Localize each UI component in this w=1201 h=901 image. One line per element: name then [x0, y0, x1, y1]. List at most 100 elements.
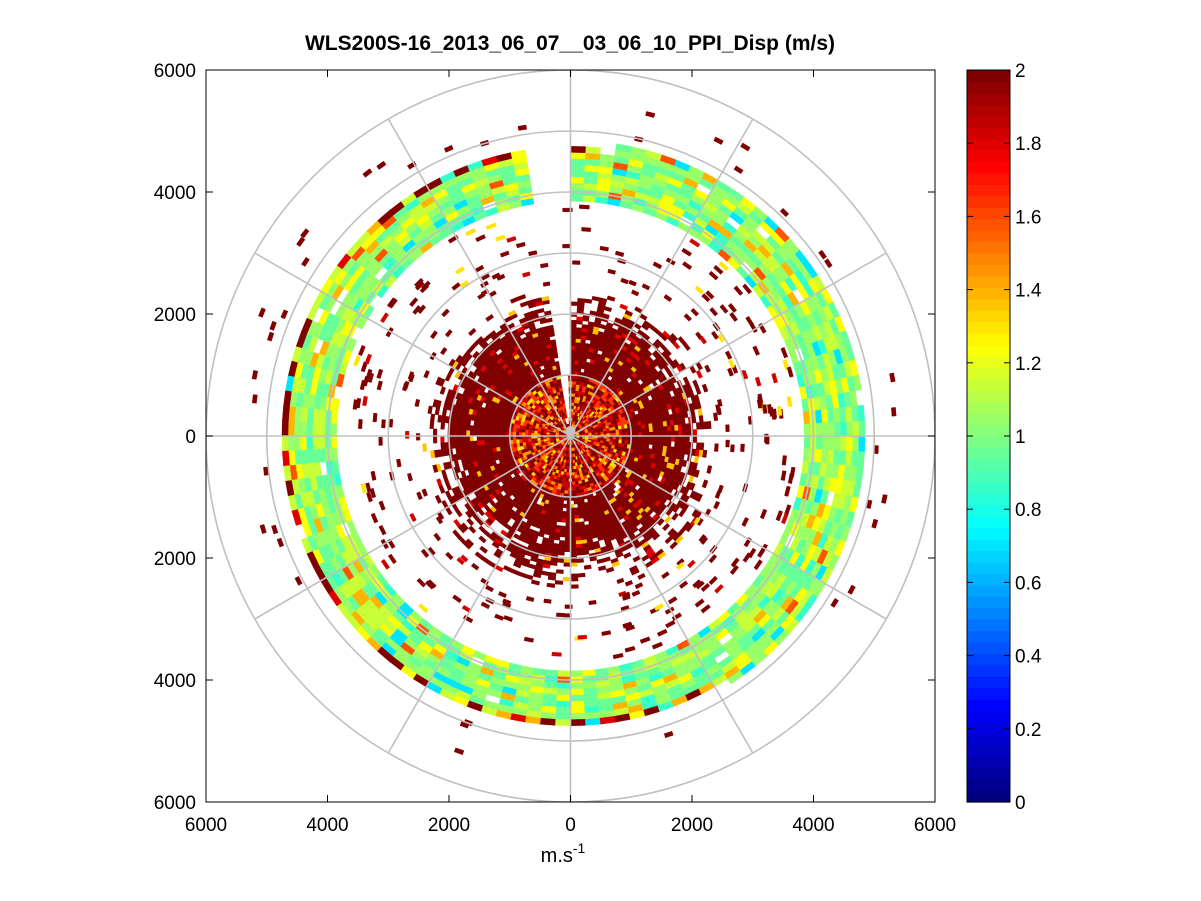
field-cell-747: [530, 430, 535, 434]
field-cell-3706: [771, 372, 778, 384]
field-cell-4146: [570, 682, 584, 690]
field-cell-2201: [656, 426, 661, 432]
field-cell-2645: [666, 440, 672, 447]
field-cell-3776: [523, 636, 534, 643]
field-cell-3494: [429, 420, 435, 430]
field-cell-3582: [624, 580, 634, 587]
field-cell-3836: [396, 458, 402, 468]
field-cell-3471: [611, 561, 620, 568]
field-cell-2367: [476, 440, 482, 447]
field-cell-3072: [681, 435, 687, 443]
field-cell-3295: [557, 558, 565, 563]
field-cell-3615: [414, 277, 424, 288]
field-cell-3258: [589, 310, 598, 316]
field-cell-3748: [733, 285, 744, 296]
field-cell-4263: [570, 688, 585, 696]
field-cell-4436: [570, 164, 585, 172]
field-cell-3683: [775, 510, 783, 522]
field-cell-2918: [458, 429, 463, 437]
field-cell-3695: [676, 558, 685, 567]
field-cell-2451: [575, 338, 581, 343]
field-cell-3618: [781, 455, 787, 466]
field-cell-3761: [495, 234, 506, 242]
field-cell-2453: [550, 339, 557, 345]
field-cell-4941: [830, 598, 839, 608]
field-cell-3865: [582, 195, 596, 203]
field-cell-4933: [881, 494, 888, 504]
field-cell-2393: [560, 525, 567, 531]
field-cell-4833: [555, 719, 571, 727]
field-cell-3679: [687, 559, 696, 569]
field-cell-4929: [818, 249, 827, 260]
field-cell-4290: [820, 448, 829, 464]
field-cell-3813: [729, 312, 738, 322]
field-cell-3787: [756, 399, 763, 409]
field-cell-4090: [570, 182, 584, 190]
field-cell-3729: [694, 285, 704, 295]
field-cell-3489: [519, 301, 529, 308]
field-cell-3434: [692, 379, 699, 389]
field-cell-3241: [692, 429, 698, 437]
field-cell-1551: [576, 367, 582, 373]
field-cell-3483: [619, 303, 629, 311]
field-cell-2870: [678, 429, 683, 437]
grid-spoke-330: [570, 435, 887, 620]
field-cell-4912: [847, 584, 856, 595]
field-cell-770: [566, 472, 570, 476]
field-cell-3495: [430, 450, 436, 459]
field-cell-3784: [456, 557, 465, 566]
field-cell-2115: [574, 349, 580, 354]
field-cell-3613: [694, 598, 705, 608]
field-cell-3589: [414, 280, 425, 291]
field-cell-4292: [828, 421, 836, 437]
field-cell-1581: [502, 439, 507, 444]
field-cell-3451: [439, 386, 446, 395]
field-cell-3505: [570, 573, 579, 578]
field-cell-2476: [473, 420, 479, 427]
field-cell-3528: [562, 577, 571, 582]
field-cell-4409: [834, 421, 842, 437]
field-cell-3666: [451, 282, 461, 291]
field-cell-3535: [701, 479, 709, 489]
field-cell-3297: [570, 558, 578, 564]
field-cell-4518: [834, 435, 842, 451]
field-cell-3628: [727, 367, 734, 377]
field-cell-4805: [281, 435, 289, 452]
field-cell-1716: [562, 503, 568, 509]
field-cell-3722: [689, 238, 701, 248]
x-tick-label: 6000: [914, 815, 956, 836]
field-cell-1526: [634, 428, 639, 433]
field-cell-3838: [802, 410, 811, 424]
field-cell-4865: [857, 404, 865, 422]
field-cell-3747: [730, 444, 735, 453]
field-cell-4576: [293, 435, 301, 451]
field-cell-2423: [659, 440, 665, 447]
field-cell-2477: [473, 425, 478, 432]
field-cell-2336: [584, 342, 591, 348]
field-cell-1802: [495, 439, 500, 445]
field-cell-3711: [543, 598, 552, 604]
field-cell-3048: [576, 547, 583, 552]
field-cell-2648: [670, 424, 676, 431]
field-cell-3820: [661, 571, 670, 579]
field-cell-4491: [570, 700, 585, 708]
field-cell-727: [571, 396, 575, 400]
field-cell-2056: [561, 514, 567, 520]
field-cell-3891: [330, 435, 338, 449]
field-cell-3713: [441, 308, 450, 318]
field-cell-4719: [570, 712, 586, 720]
field-cell-4548: [570, 158, 586, 166]
field-cell-4920: [280, 309, 289, 320]
field-cell-4748: [846, 435, 854, 452]
field-cell-2535: [663, 440, 668, 447]
x-axis-ticks: 6000 4000 2000 0 2000 4000 6000: [185, 70, 956, 836]
field-cell-3024: [454, 435, 460, 443]
field-cell-3647: [376, 368, 384, 379]
field-cell-4776: [585, 146, 601, 155]
field-cell-2396: [574, 525, 581, 531]
field-cell-3621: [528, 250, 538, 257]
field-cell-3567: [530, 579, 540, 586]
field-cell-4927: [296, 236, 306, 247]
field-cell-2815: [462, 435, 467, 442]
